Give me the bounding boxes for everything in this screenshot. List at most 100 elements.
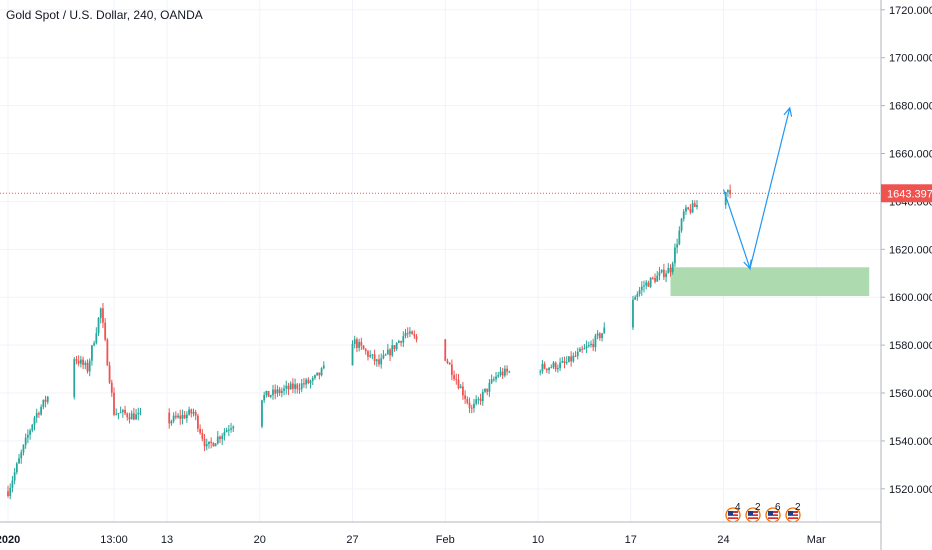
candle[interactable] [373,349,376,366]
candle[interactable] [603,322,606,334]
candle[interactable] [689,204,692,215]
candle[interactable] [274,384,277,400]
candle[interactable] [276,385,279,397]
candle[interactable] [492,376,495,382]
candle[interactable] [130,410,133,420]
candle[interactable] [453,370,455,381]
candle[interactable] [214,442,217,447]
candle[interactable] [221,433,224,446]
candle[interactable] [554,361,557,372]
candle[interactable] [9,483,12,500]
candle[interactable] [503,365,506,378]
candle[interactable] [88,358,91,377]
candle[interactable] [20,449,23,464]
candle[interactable] [632,295,634,330]
candle[interactable] [269,394,272,399]
candle[interactable] [314,374,316,380]
candle[interactable] [194,409,197,421]
candle[interactable] [298,383,301,394]
candle[interactable] [309,379,312,389]
candle[interactable] [411,330,414,335]
candle[interactable] [356,337,358,353]
candle[interactable] [464,390,467,404]
candle[interactable] [563,356,566,369]
projection-path[interactable] [722,107,791,271]
candle[interactable] [545,368,548,373]
candle[interactable] [572,352,575,363]
candle[interactable] [223,428,226,441]
candle[interactable] [24,433,27,449]
candle[interactable] [22,444,25,456]
candle[interactable] [587,341,590,348]
candle[interactable] [462,381,464,400]
candle[interactable] [208,441,210,449]
candle[interactable] [691,200,694,214]
candle[interactable] [77,355,80,367]
candle[interactable] [685,204,687,215]
candle[interactable] [406,327,409,339]
candle[interactable] [113,387,115,417]
candle[interactable] [543,361,546,370]
candle[interactable] [400,340,402,347]
candle[interactable] [185,411,188,423]
candle[interactable] [638,286,641,297]
candle[interactable] [380,353,383,369]
candle[interactable] [640,281,643,296]
candle[interactable] [459,383,462,389]
candle[interactable] [137,407,140,421]
candle[interactable] [15,461,18,475]
candle[interactable] [393,344,396,352]
candle[interactable] [550,364,553,369]
candle[interactable] [303,378,305,388]
candle[interactable] [576,347,579,360]
candle[interactable] [592,338,595,352]
candle[interactable] [203,434,206,452]
candle[interactable] [183,411,186,420]
candle[interactable] [495,371,497,383]
candle[interactable] [232,425,235,433]
candle[interactable] [300,378,303,393]
candle[interactable] [216,430,219,445]
candle[interactable] [662,263,665,280]
candle[interactable] [727,189,729,198]
candle[interactable] [280,387,283,398]
candle[interactable] [104,318,107,342]
candle[interactable] [402,331,405,348]
candle[interactable] [190,408,193,418]
candle[interactable] [448,362,451,365]
candle[interactable] [263,391,266,404]
candle[interactable] [477,396,480,405]
candle[interactable] [481,389,484,406]
candle[interactable] [585,340,588,354]
candle[interactable] [643,280,645,293]
candle[interactable] [135,409,137,420]
candle[interactable] [367,349,369,361]
candle[interactable] [596,330,599,340]
candle[interactable] [583,343,586,350]
candle[interactable] [484,388,486,394]
candle[interactable] [508,370,511,373]
candle[interactable] [636,291,639,301]
candle[interactable] [210,437,213,449]
candle[interactable] [192,408,195,417]
candle[interactable] [106,338,109,366]
candle[interactable] [181,409,184,425]
candle[interactable] [556,364,559,373]
candle[interactable] [497,371,500,378]
economic-events[interactable]: 4 2 6 2 [725,502,801,523]
candle[interactable] [490,374,493,385]
candle[interactable] [506,365,508,376]
candle[interactable] [121,408,124,418]
candle[interactable] [470,404,473,414]
candle[interactable] [552,360,555,369]
candle[interactable] [230,422,232,433]
candle[interactable] [696,200,698,210]
candle[interactable] [7,485,9,498]
candle[interactable] [102,302,104,328]
candle[interactable] [35,408,38,423]
candle[interactable] [79,355,82,368]
candle[interactable] [475,395,478,406]
candle[interactable] [645,280,648,290]
candle[interactable] [391,339,394,358]
